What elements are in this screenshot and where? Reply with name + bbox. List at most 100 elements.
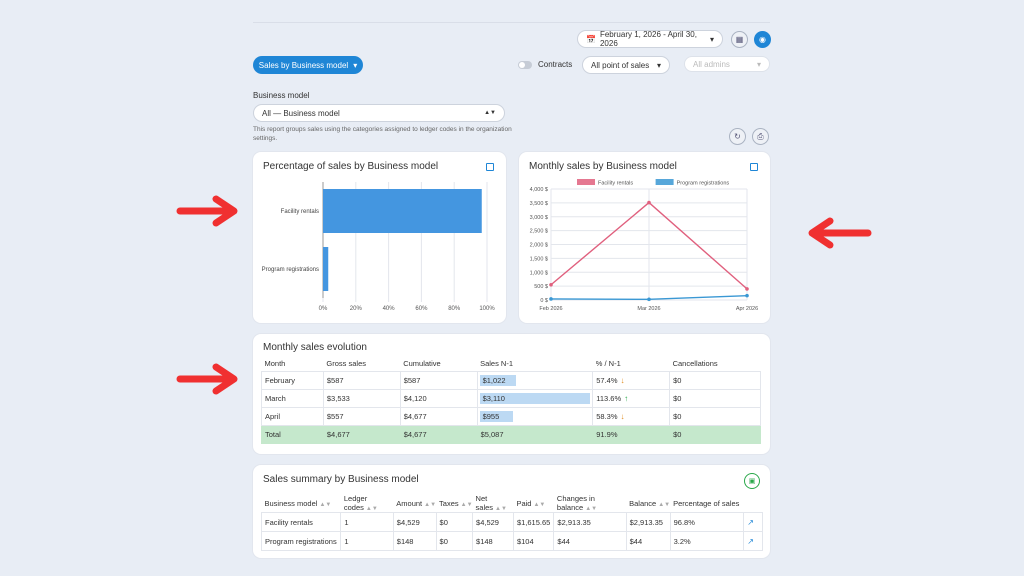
data-point xyxy=(647,297,651,302)
total-gross: $4,677 xyxy=(322,424,401,444)
changes-cell: $2,913.35 xyxy=(553,512,627,532)
download-button[interactable]: ▣ xyxy=(744,473,760,489)
sales-by-dropdown[interactable]: Sales by Business model ▾ xyxy=(253,56,363,74)
external-link-icon[interactable]: ↗ xyxy=(747,536,754,546)
sortable-header[interactable]: Amount ▲▼ xyxy=(393,494,436,513)
total-row: Total $4,677 $4,677 $5,087 91.9% $0 xyxy=(261,424,761,444)
x-tick-label: Mar 2026 xyxy=(637,306,660,312)
calendar-icon: 📅 xyxy=(586,34,596,44)
net-cell: $148 xyxy=(472,531,514,551)
x-tick-label: 60% xyxy=(415,306,428,312)
sales-by-label: Sales by Business model xyxy=(258,60,349,70)
y-tick-label: 3,000 $ xyxy=(530,215,548,221)
sortable-header[interactable]: Business model ▲▼ xyxy=(262,494,341,513)
table-row: February $587 $587 $1,022 57.4% ↓ $0 xyxy=(261,370,761,390)
eye-icon: ◉ xyxy=(759,35,766,44)
total-label: Total xyxy=(261,424,324,444)
sort-icon: ▲▼ xyxy=(658,501,671,508)
cumulative-cell: $4,677 xyxy=(399,406,478,426)
sortable-header[interactable]: Ledger codes ▲▼ xyxy=(341,494,393,513)
data-point xyxy=(745,293,749,298)
date-range-picker[interactable]: 📅 February 1, 2026 - April 30, 2026 ▾ xyxy=(577,30,723,48)
open-link[interactable]: ↗ xyxy=(743,512,763,532)
total-cancel: $0 xyxy=(669,424,761,444)
header-label: Net sales xyxy=(475,494,494,512)
evolution-title: Monthly sales evolution xyxy=(263,342,367,353)
paid-cell: $1,615.65 xyxy=(512,512,555,532)
grid-icon: ▦ xyxy=(735,35,744,44)
sortable-header[interactable]: Paid ▲▼ xyxy=(513,494,553,513)
bar xyxy=(323,247,329,291)
action-header xyxy=(744,494,763,513)
point-of-sales-select[interactable]: All point of sales ▾ xyxy=(582,56,670,74)
sales-n1-cell: $1,022 xyxy=(476,370,594,390)
external-link-icon[interactable]: ↗ xyxy=(747,517,754,527)
cancellations-cell: $0 xyxy=(669,370,761,390)
x-tick-label: 100% xyxy=(479,306,495,312)
sales-n1-value: $3,110 xyxy=(482,393,505,403)
percentage-chart-card: Percentage of sales by Business model 0%… xyxy=(253,152,506,323)
sortable-header[interactable]: Balance ▲▼ xyxy=(626,494,670,513)
evolution-table: Month Gross sales Cumulative Sales N-1 %… xyxy=(261,356,761,444)
column-header: Cumulative xyxy=(403,358,441,368)
monthly-line-chart: 0 $ 500 $ 1,000 $ 1,500 $ 2,000 $ 2,500 $ 3,00… xyxy=(530,179,758,312)
admins-select[interactable]: All admins ▾ xyxy=(684,56,770,72)
model-cell: Program registrations xyxy=(260,531,342,551)
table-row: March $3,533 $4,120 $3,110 113.6% ↑ $0 xyxy=(261,388,761,408)
sortable-header[interactable]: Percentage of sales xyxy=(670,494,744,513)
pct-cell: 113.6% ↑ xyxy=(592,388,671,408)
y-tick-label: 0 $ xyxy=(540,298,548,304)
chart-view-button[interactable]: ◉ xyxy=(754,31,771,48)
y-tick-label: Program registrations xyxy=(262,267,319,273)
business-model-select[interactable]: All — Business model ▲▼ xyxy=(253,104,505,122)
month-cell: March xyxy=(261,388,324,408)
sortable-header[interactable]: Net sales ▲▼ xyxy=(473,494,514,513)
column-header: Cancellations xyxy=(672,358,718,368)
x-tick-label: Feb 2026 xyxy=(539,306,562,312)
header-label: Taxes xyxy=(439,498,459,508)
calendar-view-button[interactable]: ▦ xyxy=(731,31,748,48)
percentage-chart-title: Percentage of sales by Business model xyxy=(263,161,439,172)
print-button[interactable]: ⎙ xyxy=(752,128,769,145)
header-label: Changes in balance xyxy=(556,494,595,512)
contracts-toggle[interactable]: Contracts xyxy=(518,60,572,69)
y-tick-label: 1,500 $ xyxy=(530,256,548,262)
business-model-help: This report groups sales using the categ… xyxy=(253,126,512,142)
pct-cell: 57.4% ↓ xyxy=(592,370,671,390)
legend-label: Facility rentals xyxy=(598,181,633,187)
expand-icon[interactable] xyxy=(486,163,494,171)
sort-icon: ▲▼ xyxy=(319,501,332,508)
date-range-label: February 1, 2026 - April 30, 2026 xyxy=(599,30,697,48)
changes-cell: $44 xyxy=(553,531,627,551)
print-icon: ⎙ xyxy=(757,131,764,141)
cancellations-cell: $0 xyxy=(669,406,761,426)
sortable-header[interactable]: Changes in balance ▲▼ xyxy=(554,494,626,513)
legend-label: Program registrations xyxy=(677,181,730,187)
monthly-chart-card: Monthly sales by Business model 0 $ 500 $… xyxy=(519,152,770,323)
open-link[interactable]: ↗ xyxy=(743,531,763,551)
toggle-switch[interactable] xyxy=(518,60,532,69)
y-tick-label: Facility rentals xyxy=(281,209,319,215)
sort-icon: ▲▼ xyxy=(424,501,437,508)
table-row: Program registrations 1 $148 $0 $148 $10… xyxy=(260,531,763,551)
annotation-arrow-right xyxy=(176,195,238,227)
annotation-arrow-left xyxy=(808,217,872,249)
point-of-sales-value: All point of sales xyxy=(591,60,650,70)
column-header: Gross sales xyxy=(326,358,366,368)
sales-n1-cell: $955 xyxy=(476,406,594,426)
gross-cell: $557 xyxy=(322,406,401,426)
business-model-label: Business model xyxy=(253,91,310,100)
caret-down-icon: ▾ xyxy=(353,60,358,70)
evolution-card: Monthly sales evolution Month Gross sale… xyxy=(253,334,770,454)
contracts-label: Contracts xyxy=(538,60,573,69)
paid-cell: $104 xyxy=(512,531,555,551)
sortable-header[interactable]: Taxes ▲▼ xyxy=(436,494,472,513)
month-cell: February xyxy=(261,370,324,390)
month-cell: April xyxy=(261,406,324,426)
refresh-button[interactable]: ↻ xyxy=(729,128,746,145)
sort-icon: ▲▼ xyxy=(533,501,546,508)
gross-cell: $587 xyxy=(322,370,401,390)
ledger-cell: 1 xyxy=(340,512,394,532)
expand-icon[interactable] xyxy=(750,163,758,171)
monthly-chart-title: Monthly sales by Business model xyxy=(529,161,677,172)
